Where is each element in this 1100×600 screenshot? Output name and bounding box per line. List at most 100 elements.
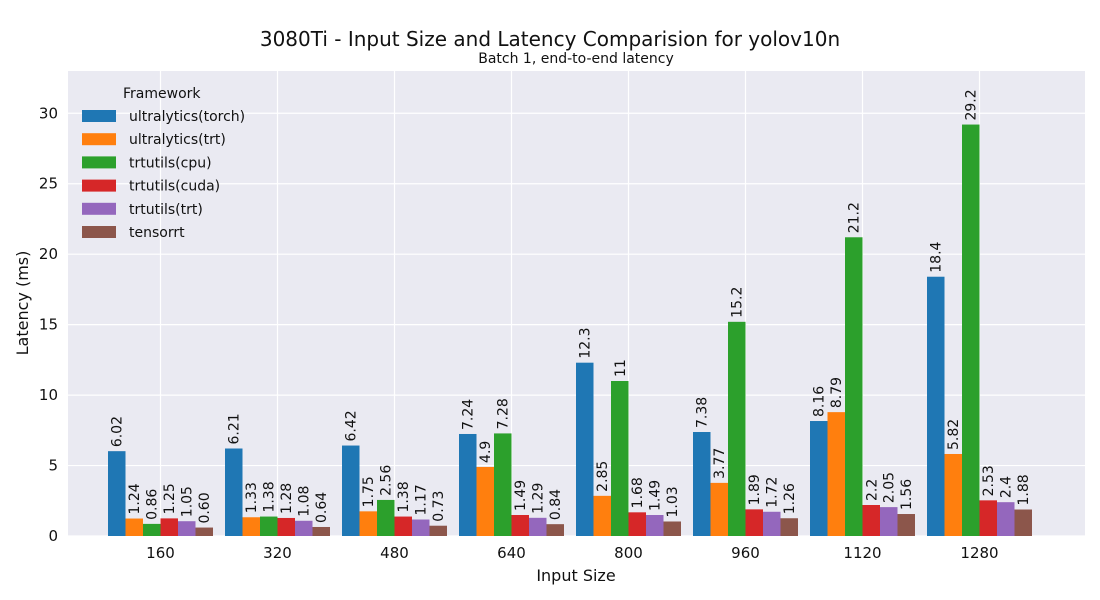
bar-ultralytics(torch)-1120 [810, 421, 828, 536]
bar-trtutils(cuda)-640 [511, 515, 529, 536]
bar-value-label: 1.75 [361, 476, 377, 507]
y-tick-label: 30 [39, 104, 58, 122]
legend-swatch [82, 226, 116, 238]
bar-value-label: 1.72 [765, 477, 781, 508]
legend-swatch [82, 110, 116, 122]
bar-trtutils(cuda)-160 [160, 518, 178, 536]
bar-value-label: 4.9 [478, 441, 494, 463]
bar-trtutils(cuda)-1120 [862, 505, 880, 536]
bar-ultralytics(trt)-640 [476, 466, 494, 536]
bar-value-label: 1.49 [513, 480, 529, 511]
legend-swatch [82, 179, 116, 192]
bar-ultralytics(trt)-320 [242, 517, 260, 536]
x-tick-label: 480 [380, 544, 409, 562]
bar-value-label: 0.60 [197, 492, 213, 523]
bar-value-label: 1.08 [297, 486, 313, 517]
bar-value-label: 2.2 [864, 479, 880, 501]
bar-value-label: 1.68 [630, 477, 646, 508]
bar-value-label: 2.05 [882, 472, 898, 503]
bar-trtutils(cpu)-160 [143, 523, 161, 536]
bar-value-label: 0.64 [314, 492, 330, 523]
bar-trtutils(cuda)-320 [277, 517, 295, 536]
bar-tensorrt-320 [312, 526, 330, 536]
bar-tensorrt-800 [663, 521, 681, 536]
bar-ultralytics(torch)-640 [459, 433, 477, 536]
bar-trtutils(cpu)-480 [377, 499, 395, 536]
legend-title: Framework [123, 86, 201, 102]
bar-value-label: 7.24 [461, 399, 477, 430]
bar-value-label: 1.24 [127, 483, 143, 514]
bar-ultralytics(torch)-1280 [927, 276, 945, 536]
legend-label: trtutils(cuda) [129, 179, 220, 195]
bar-value-label: 8.16 [812, 386, 828, 417]
bar-trtutils(trt)-480 [412, 519, 430, 536]
bar-value-label: 2.53 [981, 465, 997, 496]
bar-value-label: 0.84 [548, 489, 564, 520]
bar-value-label: 29.2 [964, 89, 980, 120]
bar-value-label: 0.73 [431, 491, 447, 522]
y-tick-label: 10 [39, 386, 58, 404]
bar-tensorrt-1120 [897, 514, 915, 536]
y-axis-label: Latency (ms) [13, 251, 32, 356]
legend-label: ultralytics(trt) [129, 132, 226, 148]
bar-value-label: 2.56 [379, 465, 395, 496]
x-tick-label: 1280 [960, 544, 998, 562]
bar-value-label: 1.38 [262, 481, 278, 512]
bar-trtutils(trt)-640 [529, 517, 547, 536]
bar-trtutils(cuda)-480 [394, 516, 412, 536]
bar-value-label: 8.79 [829, 377, 845, 408]
bar-value-label: 1.56 [899, 479, 915, 510]
y-tick-label: 0 [48, 527, 58, 545]
legend-label: trtutils(cpu) [129, 155, 212, 171]
bar-ultralytics(torch)-320 [225, 448, 243, 536]
chart-subtitle: Batch 1, end-to-end latency [478, 51, 674, 67]
bar-ultralytics(trt)-960 [710, 482, 728, 536]
bar-trtutils(cpu)-1120 [845, 237, 863, 537]
bar-trtutils(trt)-1120 [880, 507, 898, 536]
bar-trtutils(cpu)-640 [494, 433, 512, 536]
y-tick-label: 20 [39, 245, 58, 263]
bar-trtutils(cpu)-960 [728, 321, 746, 536]
bar-value-label: 6.42 [344, 410, 360, 441]
x-tick-label: 640 [497, 544, 526, 562]
bar-value-label: 1.28 [279, 483, 295, 514]
bar-value-label: 21.2 [847, 202, 863, 233]
bar-trtutils(cuda)-960 [745, 509, 763, 536]
x-tick-label: 1120 [843, 544, 881, 562]
bar-trtutils(cpu)-800 [611, 381, 629, 536]
bar-value-label: 5.82 [946, 419, 962, 450]
bar-tensorrt-480 [429, 525, 447, 536]
legend-swatch [82, 133, 116, 146]
bar-value-label: 1.05 [180, 486, 196, 517]
y-tick-label: 25 [39, 175, 58, 193]
bar-ultralytics(trt)-160 [125, 518, 143, 536]
bar-value-label: 6.02 [110, 416, 126, 447]
bar-value-label: 1.17 [414, 484, 430, 515]
x-axis-label: Input Size [536, 566, 615, 585]
legend: Framework ultralytics(torch) ultralytics(… [82, 86, 245, 241]
bar-trtutils(trt)-160 [178, 521, 196, 536]
bar-trtutils(cuda)-1280 [979, 500, 997, 536]
bar-trtutils(trt)-320 [295, 520, 313, 536]
bar-trtutils(trt)-1280 [997, 502, 1015, 536]
bar-value-label: 2.4 [999, 476, 1015, 498]
bar-value-label: 1.03 [665, 486, 681, 517]
bar-value-label: 11 [613, 359, 629, 377]
legend-swatch [82, 202, 116, 215]
bar-tensorrt-640 [546, 524, 564, 536]
chart-title: 3080Ti - Input Size and Latency Comparis… [260, 27, 840, 51]
legend-swatch [82, 156, 116, 169]
bar-ultralytics(torch)-960 [693, 432, 711, 536]
bar-ultralytics(trt)-1280 [944, 453, 962, 536]
bar-ultralytics(torch)-160 [108, 451, 126, 536]
legend-label: trtutils(trt) [129, 202, 203, 218]
x-tick-label: 800 [614, 544, 643, 562]
bar-tensorrt-1280 [1014, 509, 1032, 536]
y-tick-label: 5 [48, 457, 58, 475]
bar-value-label: 1.88 [1016, 474, 1032, 505]
x-tick-label: 960 [731, 544, 760, 562]
bar-trtutils(cpu)-320 [260, 516, 278, 536]
axis-ticks: 0 5 10 15 20 25 30 160 320 480 640 800 960 1120 1280 [39, 104, 999, 562]
bar-value-label: 0.86 [145, 489, 161, 520]
